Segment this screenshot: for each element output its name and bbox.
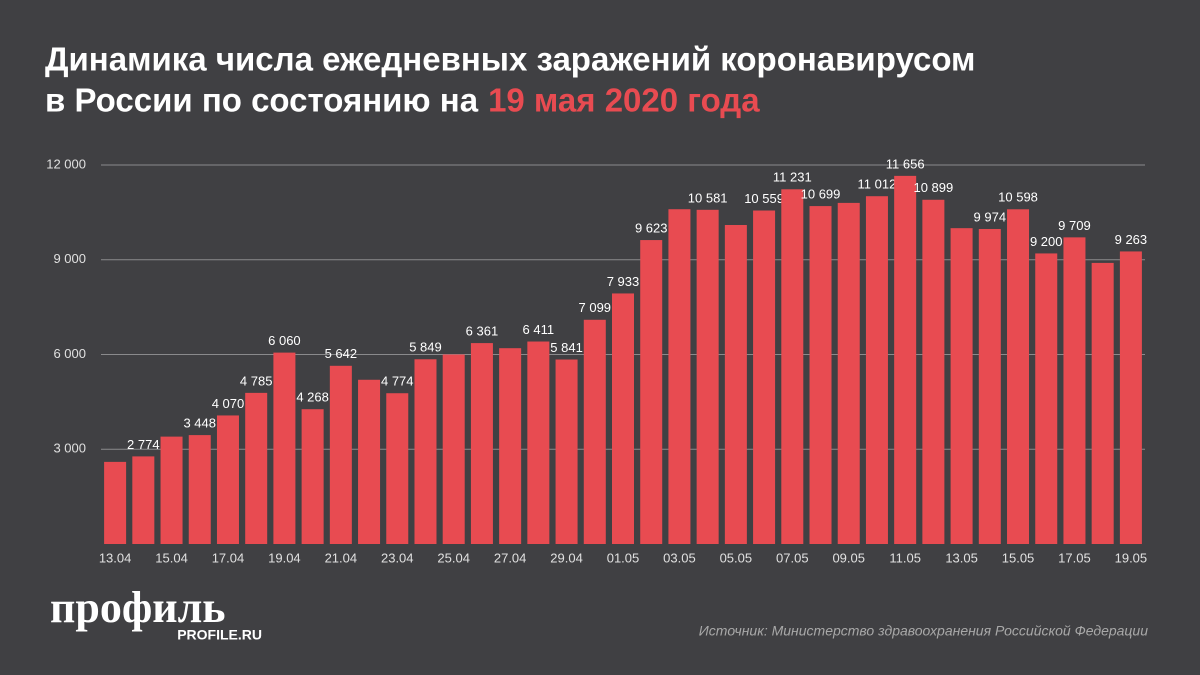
bar <box>1063 237 1086 544</box>
value-label: 5 642 <box>325 346 358 361</box>
x-tick-label: 03.05 <box>663 550 696 565</box>
bar <box>442 354 465 544</box>
value-label: 10 899 <box>913 180 953 195</box>
bar <box>583 319 606 544</box>
x-tick-label: 11.05 <box>889 550 921 565</box>
x-tick-label: 15.05 <box>1002 550 1035 565</box>
logo-url: PROFILE.RU <box>177 627 262 643</box>
value-label: 4 785 <box>240 373 273 388</box>
y-tick-label: 9 000 <box>53 251 86 266</box>
x-tick-label: 27.04 <box>494 550 527 565</box>
value-label: 9 623 <box>635 221 668 236</box>
source: Источник: Министерство здравоохранения Р… <box>699 623 1148 639</box>
bar <box>640 240 663 544</box>
x-tick-label: 15.04 <box>155 550 188 565</box>
bar <box>724 225 747 544</box>
value-label: 4 268 <box>296 390 329 405</box>
bar <box>1007 209 1030 544</box>
x-tick-label: 05.05 <box>720 550 753 565</box>
value-label: 2 774 <box>127 437 160 452</box>
value-label: 11 656 <box>886 156 925 171</box>
bar <box>781 189 804 544</box>
x-tick-label: 09.05 <box>832 550 865 565</box>
bar <box>329 365 352 544</box>
chart-title-date: 19 мая 2020 года <box>488 82 760 119</box>
y-tick-label: 3 000 <box>53 441 86 456</box>
value-label: 9 200 <box>1030 234 1063 249</box>
x-tick-label: 19.05 <box>1115 550 1148 565</box>
bar <box>809 206 832 545</box>
value-label: 6 060 <box>268 333 301 348</box>
value-label: 4 774 <box>381 374 414 389</box>
bar <box>865 196 888 544</box>
bar <box>301 409 324 544</box>
x-tick-label: 25.04 <box>437 550 470 565</box>
bar <box>188 435 211 544</box>
bar <box>978 228 1001 544</box>
value-label: 5 841 <box>550 340 583 355</box>
value-label: 4 070 <box>212 396 245 411</box>
value-label: 10 581 <box>688 190 728 205</box>
bar <box>216 415 239 544</box>
value-label: 6 411 <box>523 322 555 337</box>
bar <box>837 202 860 544</box>
x-tick-label: 17.04 <box>212 550 245 565</box>
bar <box>696 209 719 544</box>
bar <box>527 341 550 544</box>
value-label: 9 974 <box>974 209 1007 224</box>
bar <box>894 175 917 544</box>
value-label: 10 699 <box>801 187 841 202</box>
value-label: 3 448 <box>183 416 216 431</box>
bar <box>104 461 127 544</box>
y-tick-label: 12 000 <box>46 156 86 171</box>
value-label: 7 099 <box>579 300 612 315</box>
bar <box>160 436 183 544</box>
x-tick-label: 19.04 <box>268 550 301 565</box>
bar <box>1035 253 1058 544</box>
bar <box>499 348 522 544</box>
bar <box>922 199 945 544</box>
chart-title: в России по состоянию на <box>45 82 479 119</box>
bar <box>386 393 409 544</box>
value-label: 10 598 <box>998 190 1038 205</box>
value-label: 7 933 <box>607 274 640 289</box>
value-label: 9 263 <box>1115 232 1148 247</box>
x-tick-label: 21.04 <box>325 550 358 565</box>
value-label: 5 849 <box>409 340 442 355</box>
value-label: 9 709 <box>1058 218 1091 233</box>
bar <box>358 379 381 544</box>
x-tick-label: 01.05 <box>607 550 640 565</box>
logo: профиль <box>50 583 226 632</box>
value-label: 11 231 <box>773 170 812 185</box>
bar <box>414 359 437 544</box>
x-tick-label: 29.04 <box>550 550 583 565</box>
x-tick-label: 13.04 <box>99 550 132 565</box>
bar <box>611 293 635 544</box>
bar <box>1119 251 1142 544</box>
bar <box>753 210 776 544</box>
x-tick-label: 17.05 <box>1058 550 1091 565</box>
x-tick-label: 13.05 <box>945 550 978 565</box>
value-label: 6 361 <box>466 324 499 339</box>
bar <box>1091 262 1114 544</box>
bar <box>950 228 973 544</box>
chart-title: Динамика числа ежедневных заражений коро… <box>45 41 975 78</box>
bar <box>668 209 691 544</box>
bar <box>555 359 578 544</box>
bar <box>273 352 296 544</box>
bar <box>132 456 155 544</box>
value-label: 10 559 <box>744 191 784 206</box>
value-label: 11 012 <box>858 177 897 192</box>
bar <box>245 392 268 544</box>
y-tick-label: 6 000 <box>53 346 86 361</box>
x-tick-label: 07.05 <box>776 550 809 565</box>
x-tick-label: 23.04 <box>381 550 414 565</box>
bar <box>470 343 493 544</box>
